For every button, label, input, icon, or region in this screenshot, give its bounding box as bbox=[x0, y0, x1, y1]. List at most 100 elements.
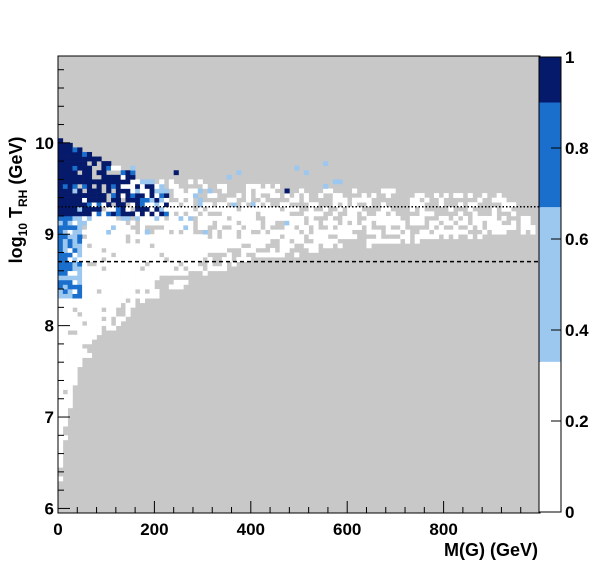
heatmap-cell bbox=[511, 202, 517, 208]
heatmap-cell bbox=[491, 206, 497, 212]
heatmap-cell bbox=[299, 188, 305, 194]
heatmap-cell bbox=[284, 225, 290, 230]
heatmap-cell bbox=[115, 183, 121, 189]
heatmap-cell bbox=[139, 215, 146, 221]
heatmap-cell bbox=[91, 197, 97, 203]
heatmap-cell bbox=[96, 225, 102, 230]
heatmap-cell bbox=[299, 234, 305, 240]
heatmap-cell bbox=[149, 234, 155, 240]
heatmap-cell bbox=[106, 234, 112, 240]
heatmap-cell bbox=[62, 353, 68, 358]
heatmap-cell bbox=[164, 247, 170, 253]
heatmap-cell bbox=[400, 234, 406, 240]
heatmap-cell bbox=[265, 225, 271, 230]
heatmap-cell bbox=[106, 165, 112, 171]
heatmap-cell bbox=[303, 197, 309, 203]
heatmap-cell bbox=[395, 238, 401, 244]
heatmap-cell bbox=[188, 234, 194, 240]
heatmap-cell bbox=[164, 211, 170, 217]
heatmap-cell bbox=[91, 316, 97, 322]
heatmap-cell bbox=[496, 197, 502, 203]
heatmap-cell bbox=[72, 179, 78, 185]
heatmap-cell bbox=[168, 202, 174, 208]
heatmap-cell bbox=[67, 156, 73, 162]
x-tick-label: 200 bbox=[140, 520, 168, 539]
heatmap-cell bbox=[361, 220, 367, 226]
heatmap-cell bbox=[91, 321, 97, 326]
heatmap-cell bbox=[139, 257, 146, 262]
heatmap-cell bbox=[168, 266, 174, 272]
heatmap-cell bbox=[111, 174, 117, 180]
heatmap-cell bbox=[82, 275, 88, 281]
heatmap-cell bbox=[96, 183, 102, 189]
colorbar-tick-label: 0 bbox=[565, 503, 574, 522]
heatmap-cell bbox=[86, 330, 93, 336]
heatmap-cell bbox=[62, 147, 68, 153]
heatmap-cell bbox=[125, 225, 131, 230]
heatmap-cell bbox=[212, 238, 218, 244]
heatmap-cell bbox=[183, 257, 189, 262]
heatmap-cell bbox=[101, 270, 107, 276]
heatmap-cell bbox=[207, 215, 213, 221]
heatmap-cell bbox=[188, 225, 194, 230]
heatmap-cell bbox=[284, 243, 290, 249]
heatmap-cell bbox=[207, 238, 213, 244]
heatmap-cell bbox=[318, 211, 324, 217]
heatmap-cell bbox=[303, 211, 309, 217]
heatmap-cell bbox=[332, 179, 338, 185]
heatmap-cell bbox=[111, 225, 117, 230]
heatmap-cell bbox=[279, 247, 285, 253]
heatmap-cell bbox=[159, 193, 165, 198]
heatmap-cell bbox=[67, 174, 73, 180]
heatmap-cell bbox=[67, 270, 73, 276]
heatmap-cell bbox=[414, 220, 420, 226]
heatmap-cell bbox=[106, 238, 112, 244]
heatmap-cell bbox=[144, 202, 150, 208]
heatmap-cell bbox=[207, 206, 213, 212]
heatmap-cell bbox=[424, 229, 430, 235]
heatmap-cell bbox=[178, 220, 184, 226]
heatmap-cell bbox=[135, 206, 141, 212]
heatmap-cell bbox=[62, 202, 68, 208]
heatmap-cell bbox=[130, 202, 136, 208]
heatmap-cell bbox=[154, 220, 160, 226]
heatmap-cell bbox=[168, 257, 174, 262]
heatmap-cell bbox=[376, 238, 382, 244]
heatmap-cell bbox=[231, 243, 237, 249]
heatmap-cell bbox=[72, 289, 78, 294]
heatmap-cell bbox=[86, 188, 93, 194]
heatmap-cell bbox=[125, 311, 131, 317]
heatmap-cell bbox=[62, 252, 68, 258]
heatmap-cell bbox=[58, 375, 64, 381]
heatmap-cell bbox=[212, 193, 218, 198]
heatmap-cell bbox=[101, 261, 107, 267]
heatmap-cell bbox=[62, 238, 68, 244]
heatmap-cell bbox=[111, 179, 117, 185]
heatmap-cell bbox=[347, 234, 353, 240]
heatmap-cell bbox=[197, 257, 203, 262]
heatmap-cell bbox=[212, 247, 218, 253]
heatmap-cell bbox=[385, 215, 391, 221]
heatmap-cell bbox=[120, 275, 126, 281]
heatmap-cell bbox=[197, 247, 203, 253]
heatmap-cell bbox=[62, 183, 68, 189]
heatmap-cell bbox=[159, 238, 165, 244]
heatmap-cell bbox=[101, 161, 107, 166]
heatmap-cell bbox=[62, 215, 68, 221]
heatmap-cell bbox=[202, 229, 208, 235]
heatmap-cell bbox=[366, 243, 372, 249]
heatmap-cell bbox=[149, 202, 155, 208]
heatmap-cell bbox=[144, 197, 150, 203]
heatmap-cell bbox=[376, 211, 382, 217]
heatmap-cell bbox=[486, 225, 493, 230]
heatmap-cell bbox=[62, 161, 68, 166]
heatmap-cell bbox=[135, 234, 141, 240]
heatmap-cell bbox=[139, 243, 146, 249]
heatmap-cell bbox=[86, 275, 93, 281]
heatmap-cell bbox=[115, 266, 121, 272]
heatmap-cell bbox=[260, 243, 266, 249]
heatmap-cell bbox=[58, 403, 64, 409]
heatmap-cell bbox=[86, 252, 93, 258]
heatmap-cell bbox=[120, 188, 126, 194]
heatmap-cell bbox=[337, 197, 343, 203]
